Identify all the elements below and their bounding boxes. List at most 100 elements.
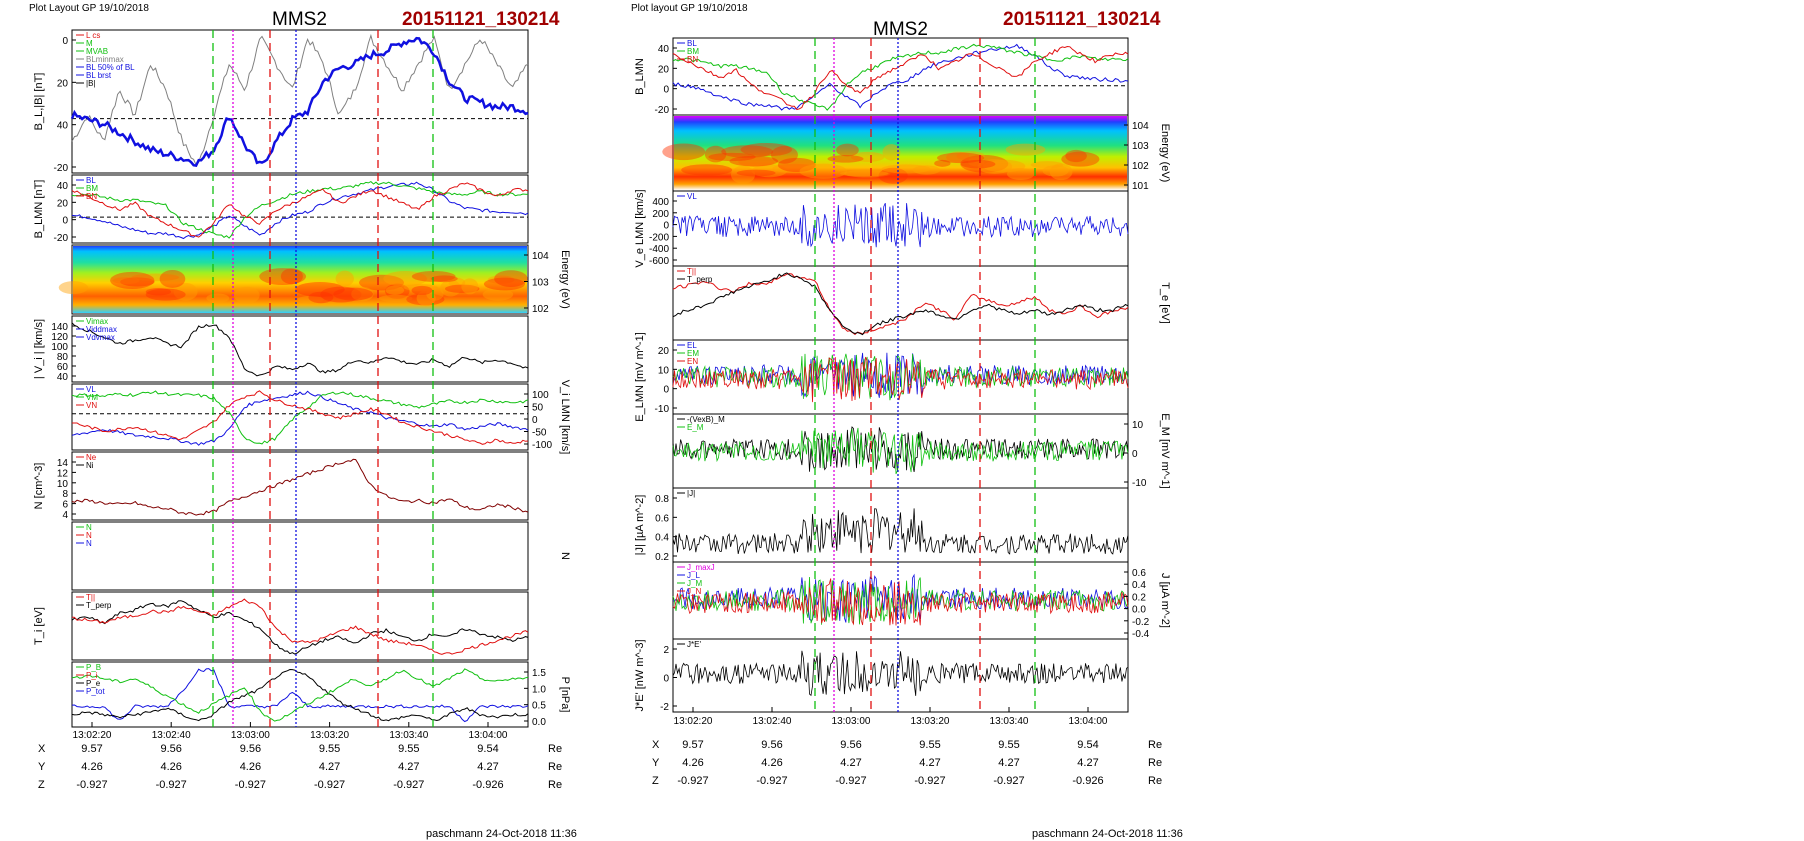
y-axis-label: Energy (eV) xyxy=(1159,124,1171,183)
ytick-label: 0 xyxy=(62,216,68,227)
ytick-label: 102 xyxy=(532,304,549,315)
ephemeris-value: 9.55 xyxy=(919,739,940,751)
series-trace-black xyxy=(672,426,1129,472)
spectrogram-patch xyxy=(736,169,776,177)
panel-frame xyxy=(71,383,529,451)
ephemeris-value: 9.56 xyxy=(160,743,181,755)
legend-label: T_perp xyxy=(687,275,713,284)
legend-label: T|| xyxy=(86,593,95,602)
ytick-label: -20 xyxy=(54,233,69,244)
spectrogram-patch xyxy=(708,152,756,162)
series-line-VM xyxy=(71,390,529,445)
ytick-label: -600 xyxy=(649,256,669,267)
ytick-label: 140 xyxy=(51,322,68,333)
legend-label: -(VexB)_M xyxy=(687,415,725,424)
ephemeris-value: 4.27 xyxy=(919,757,940,769)
spectrogram-patch xyxy=(206,293,230,303)
legend-label: N xyxy=(86,539,92,548)
legend-label: P_B xyxy=(86,663,101,672)
series-line-BL xyxy=(71,181,529,240)
legend-label: BN xyxy=(687,55,698,64)
series-line-VN xyxy=(72,390,529,445)
series-line-PB xyxy=(71,668,529,722)
ephemeris-value: 4.27 xyxy=(477,761,498,773)
ephemeris-label: X xyxy=(38,743,46,755)
y-axis-label: V_e LMN [km/s] xyxy=(634,189,646,267)
left-signature: paschmann 24-Oct-2018 11:36 xyxy=(426,828,577,840)
ephemeris-value: 4.27 xyxy=(398,761,419,773)
series-line-BM xyxy=(71,180,529,239)
ephemeris-unit: Re xyxy=(1148,739,1162,751)
series-line-Vi xyxy=(71,322,529,377)
series-line-Ni xyxy=(71,458,529,516)
legend-label: J_M xyxy=(687,579,702,588)
legend-label: L cs xyxy=(86,31,100,40)
spectrogram-patch xyxy=(320,286,362,303)
right-event-title: 20151121_130214 xyxy=(1003,9,1161,30)
spectrogram-patch xyxy=(110,271,155,290)
spectrogram-patch xyxy=(430,275,458,283)
ephemeris-unit: Re xyxy=(548,743,562,755)
left-event-title: 20151121_130214 xyxy=(402,9,560,30)
ytick-label: -200 xyxy=(649,232,669,243)
legend-label: VM xyxy=(86,393,98,402)
panel-frame xyxy=(71,29,529,174)
spectrogram-patch xyxy=(483,277,526,291)
spectrogram-patch xyxy=(487,275,515,284)
ephemeris-unit: Re xyxy=(1148,775,1162,787)
ytick-label: 2 xyxy=(663,645,669,656)
ephemeris-value: -0.927 xyxy=(835,775,866,787)
ephemeris-value: -0.927 xyxy=(156,779,187,791)
series-line-Tperp xyxy=(71,598,529,655)
legend-label: J*E' xyxy=(687,640,701,649)
ytick-label: 0 xyxy=(663,85,669,96)
ephemeris-value: 9.57 xyxy=(81,743,102,755)
ephemeris-value: 4.26 xyxy=(240,761,261,773)
y-axis-label: N [cm^-3] xyxy=(33,463,45,510)
spectrogram-patch xyxy=(731,165,756,184)
ytick-label: 102 xyxy=(1132,161,1149,172)
xtick-label: 13:03:00 xyxy=(231,730,270,741)
right-layout-caption: Plot layout GP 19/10/2018 xyxy=(631,3,748,14)
ephemeris-value: 4.26 xyxy=(761,757,782,769)
ephemeris-value: 9.56 xyxy=(240,743,261,755)
ytick-label: 0.0 xyxy=(532,717,546,728)
spectrogram-patch xyxy=(426,286,444,301)
ephemeris-value: 4.27 xyxy=(319,761,340,773)
xtick-label: 13:02:20 xyxy=(674,716,713,727)
spectrogram-patch xyxy=(173,282,198,301)
panel-frame xyxy=(71,244,529,315)
spectrogram-patch xyxy=(159,270,186,288)
spectrogram-patch xyxy=(333,287,373,301)
spectrogram-patch xyxy=(844,169,891,178)
legend-label: BL xyxy=(86,176,96,185)
ytick-label: 10 xyxy=(1132,420,1144,431)
spectrogram-patch xyxy=(662,143,706,161)
panel-ti: T_i [eV] T||T_perp xyxy=(33,591,529,661)
legend-label: EN xyxy=(687,357,698,366)
ephemeris-value: -0.927 xyxy=(314,779,345,791)
spectrogram-patch xyxy=(461,278,479,295)
spectrogram-patch xyxy=(385,285,405,295)
xtick-label: 13:03:20 xyxy=(911,716,950,727)
ytick-label: 1.5 xyxy=(532,668,546,679)
ephemeris-value: -0.927 xyxy=(993,775,1024,787)
ytick-label: 101 xyxy=(1132,181,1149,192)
series-line-T xyxy=(672,273,1129,336)
series-line-BLbrst xyxy=(70,36,529,167)
spectrogram-patch xyxy=(359,274,405,291)
ytick-label: 0.4 xyxy=(1132,580,1146,591)
spectrogram-patch xyxy=(384,283,410,299)
panel-spec_e: 104 103 102 101 Energy (eV) xyxy=(662,114,1171,192)
ytick-label: 20 xyxy=(57,198,69,209)
spectrogram-patch xyxy=(351,286,374,302)
spectrogram-patch xyxy=(721,145,774,158)
ephemeris-value: 9.54 xyxy=(477,743,498,755)
ephemeris-value: 9.56 xyxy=(840,739,861,751)
spectrogram-patch xyxy=(58,281,89,295)
ytick-label: 0 xyxy=(1132,449,1138,460)
ephemeris-value: 9.56 xyxy=(761,739,782,751)
